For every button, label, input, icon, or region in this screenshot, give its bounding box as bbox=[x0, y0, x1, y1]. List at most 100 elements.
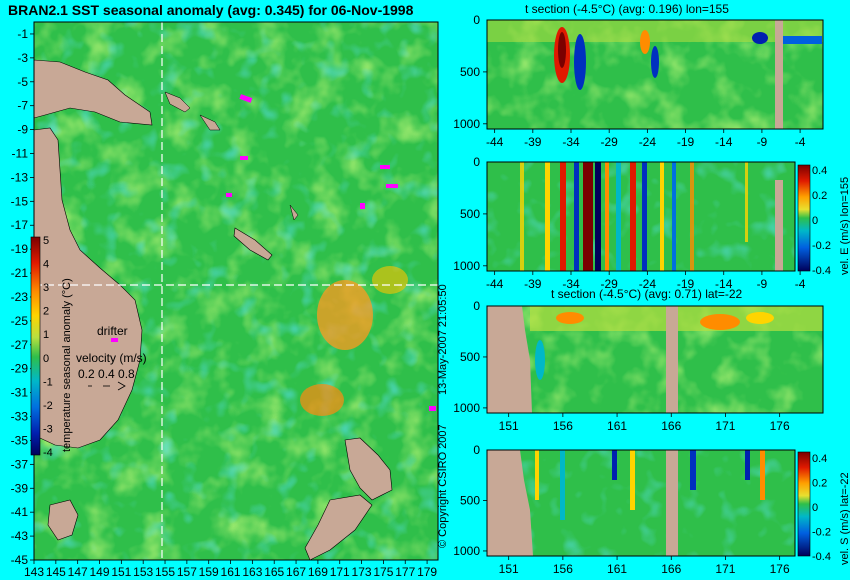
drifter-marker bbox=[386, 184, 398, 188]
land-new-caledonia bbox=[233, 227, 273, 261]
lon-tick-label: 145 bbox=[46, 565, 66, 579]
lat-tick-label: -41 bbox=[11, 505, 29, 519]
land-new-zealand-north bbox=[344, 437, 393, 501]
x-tick-label: -4 bbox=[795, 277, 806, 291]
velocity-stripe bbox=[690, 162, 694, 271]
warm-anomaly-patch bbox=[317, 280, 373, 350]
anomaly-cool bbox=[535, 340, 545, 380]
lon-tick-label: 143 bbox=[24, 565, 44, 579]
x-tick-label: -14 bbox=[715, 135, 733, 149]
colorbar-tick-label: -0.4 bbox=[812, 551, 831, 563]
map-plot-area bbox=[33, 21, 439, 561]
land-tasmania bbox=[47, 499, 79, 541]
x-tick-label: 156 bbox=[553, 419, 573, 433]
warm-anomaly-patch bbox=[372, 266, 408, 294]
lat-tick-label: -1 bbox=[17, 27, 28, 41]
lat-axis: -1 -3 -5 -7 -9 -11 -13 -15 -17 -19 -21 -23 -25 -27 -29… bbox=[11, 27, 34, 567]
colorbar-tick-label: 3 bbox=[43, 282, 49, 294]
anomaly-cool bbox=[574, 34, 586, 90]
panel-t-section-lat22: t section (-4.5°C) (avg: 0.71) lat=-22 5… bbox=[453, 287, 824, 433]
velocity-stripe bbox=[745, 450, 750, 480]
lon-tick-label: 175 bbox=[373, 565, 393, 579]
lat-tick-label: -15 bbox=[11, 194, 29, 208]
x-tick-label: -34 bbox=[562, 135, 580, 149]
lon-tick-label: 167 bbox=[286, 565, 306, 579]
timestamp-text: 13-May-2007 21:05:50 bbox=[437, 284, 449, 395]
depth-tick-label: 500 bbox=[460, 207, 480, 221]
x-tick-label: -4 bbox=[795, 135, 806, 149]
depth-tick-label: 500 bbox=[460, 350, 480, 364]
land-gap bbox=[666, 450, 678, 556]
lon-tick-label: 165 bbox=[264, 565, 284, 579]
x-tick-label: 176 bbox=[770, 562, 790, 576]
lat-tick-label: -31 bbox=[11, 386, 29, 400]
lat-tick-label: -7 bbox=[17, 99, 28, 113]
velocity-legend-arrows bbox=[88, 381, 126, 391]
velocity-legend-values: 0.2 0.4 0.8 bbox=[78, 367, 135, 381]
lat-tick-label: -39 bbox=[11, 481, 29, 495]
colorbar-tick-label: -2 bbox=[43, 400, 53, 412]
panel-title: t section (-4.5°C) (avg: 0.71) lat=-22 bbox=[551, 287, 743, 301]
drifter-marker bbox=[226, 193, 232, 197]
colorbar-tick-label: 1 bbox=[43, 329, 49, 341]
lon-tick-label: 147 bbox=[68, 565, 88, 579]
lon-tick-label: 173 bbox=[352, 565, 372, 579]
colorbar-tick-label: 0 bbox=[43, 353, 49, 365]
temperature-colorbar: 5 4 3 2 1 0 -1 -2 -3 -4 temperature seasonal anom… bbox=[30, 235, 73, 459]
lat-tick-label: -3 bbox=[17, 51, 28, 65]
velocity-stripe bbox=[605, 162, 609, 271]
x-tick-label: 176 bbox=[770, 419, 790, 433]
lat-tick-label: -45 bbox=[11, 553, 29, 567]
land-gap bbox=[775, 20, 783, 129]
depth-tick-label: 0 bbox=[473, 299, 480, 313]
velocity-stripe bbox=[630, 450, 635, 510]
panel-vel-s-lat22: 0.4 0.2 0 -0.2 -0.4 vel. S (m/s) lat=-22 500… bbox=[453, 443, 850, 576]
panel-title: t section (-4.5°C) (avg: 0.196) lon=155 bbox=[525, 2, 729, 16]
drifter-marker bbox=[239, 94, 253, 103]
x-tick-label: -44 bbox=[486, 135, 504, 149]
panel-vel-e-lon155: 0.4 0.2 0 -0.2 -0.4 vel. E (m/s) lon=155 500… bbox=[453, 155, 850, 291]
depth-tick-label: 1000 bbox=[453, 401, 480, 415]
drifter-marker bbox=[380, 165, 390, 169]
depth-tick-label: 1000 bbox=[453, 259, 480, 273]
land-gap bbox=[775, 180, 783, 271]
vel-e-colorbar-label: vel. E (m/s) lon=155 bbox=[839, 177, 850, 275]
velocity-stripe bbox=[630, 162, 636, 271]
vel-s-colorbar bbox=[797, 451, 811, 557]
colorbar-tick-label: 0.2 bbox=[812, 190, 827, 202]
velocity-stripe bbox=[583, 162, 593, 271]
x-tick-label: 161 bbox=[607, 562, 627, 576]
x-tick-label: 166 bbox=[661, 562, 681, 576]
x-tick-label: -9 bbox=[757, 135, 768, 149]
depth-tick-label: 0 bbox=[473, 443, 480, 457]
panel-x-axis: 151 156 161 166 171 176 bbox=[499, 556, 790, 576]
x-tick-label: -29 bbox=[601, 277, 619, 291]
colorbar-tick-label: 0.4 bbox=[812, 453, 827, 465]
lon-tick-label: 169 bbox=[308, 565, 328, 579]
land-section bbox=[487, 450, 533, 556]
x-tick-label: -24 bbox=[639, 277, 657, 291]
panel-frame bbox=[486, 449, 796, 557]
colorbar-tick-label: 4 bbox=[43, 259, 49, 271]
main-map-title: BRAN2.1 SST seasonal anomaly (avg: 0.345… bbox=[8, 2, 414, 18]
velocity-stripe bbox=[672, 162, 676, 271]
lat-tick-label: -43 bbox=[11, 529, 29, 543]
vel-s-colorbar-label: vel. S (m/s) lat=-22 bbox=[839, 472, 850, 565]
panel-frame bbox=[486, 305, 824, 414]
x-tick-label: -24 bbox=[639, 135, 657, 149]
colorbar-tick-label: 2 bbox=[43, 306, 49, 318]
depth-tick-label: 0 bbox=[473, 13, 480, 27]
velocity-stripe bbox=[612, 450, 617, 480]
temperature-colorbar-ticks: 5 4 3 2 1 0 -1 -2 -3 -4 bbox=[43, 235, 53, 459]
drifter-legend-label: drifter bbox=[97, 324, 128, 338]
colorbar-tick-label: 5 bbox=[43, 235, 49, 247]
anomaly-cool bbox=[782, 36, 822, 44]
x-tick-label: 171 bbox=[715, 419, 735, 433]
x-tick-label: -34 bbox=[562, 277, 580, 291]
temperature-colorbar-label: temperature seasonal anomaly (°C) bbox=[61, 278, 73, 452]
velocity-stripe bbox=[560, 450, 565, 520]
velocity-stripe bbox=[595, 162, 601, 271]
panel-frame bbox=[486, 161, 796, 272]
drifter-marker bbox=[360, 203, 365, 209]
colorbar-tick-label: -1 bbox=[43, 376, 53, 388]
